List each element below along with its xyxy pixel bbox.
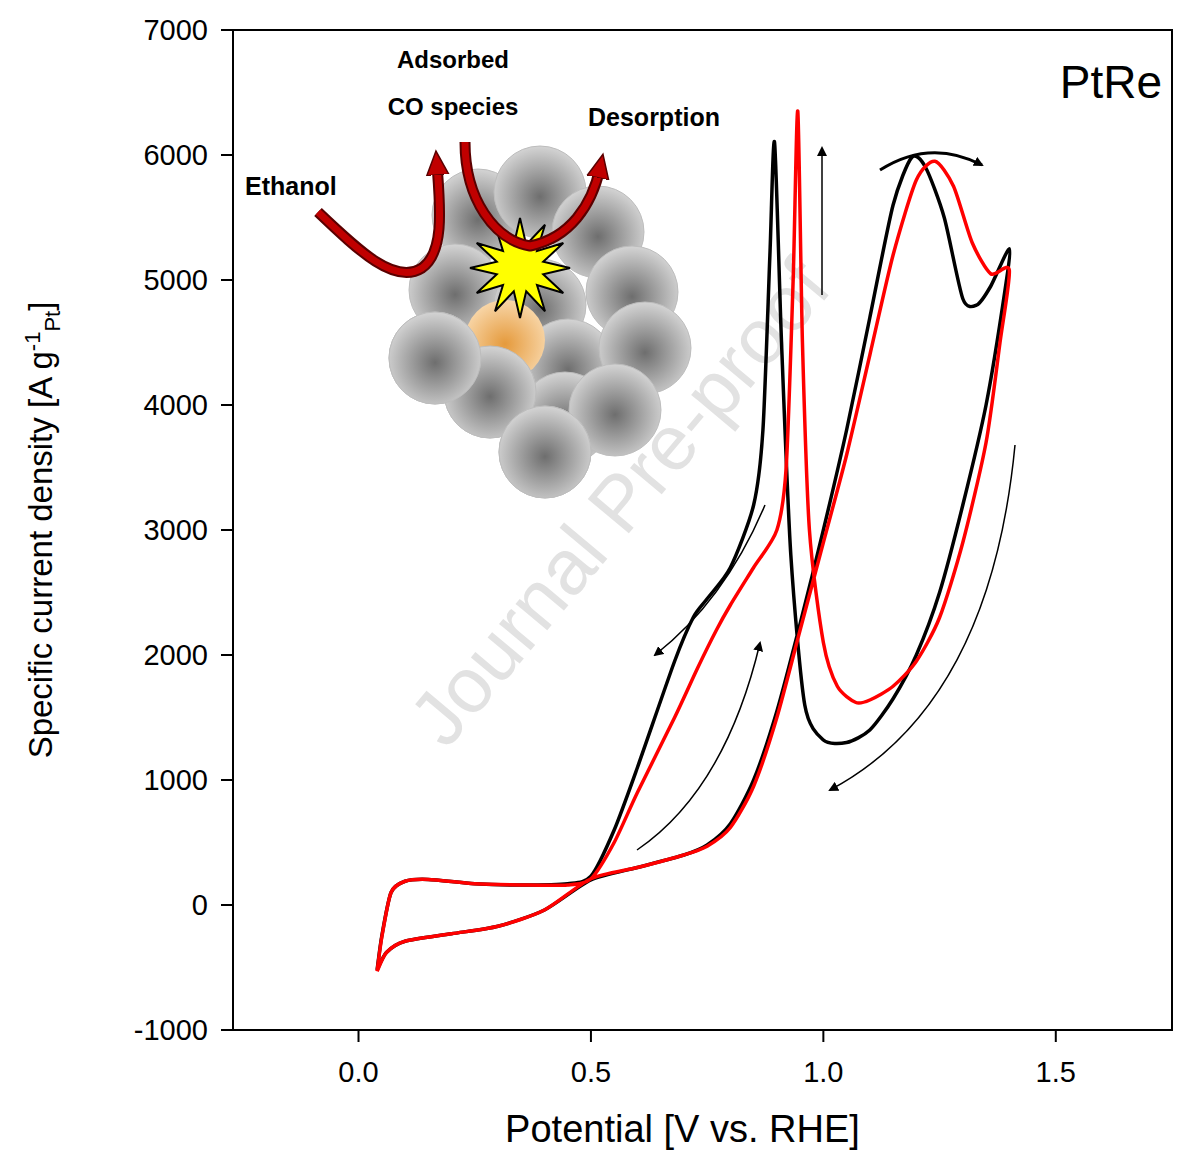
- y-tick: [221, 279, 233, 281]
- chart-title: PtRe: [1060, 56, 1162, 108]
- y-tick: [221, 154, 233, 156]
- y-tick: [221, 654, 233, 656]
- red-arrow: [465, 142, 600, 246]
- x-tick-label: 0.0: [338, 1056, 378, 1088]
- scan-arrow: [637, 643, 760, 850]
- x-tick-label: 1.0: [803, 1056, 843, 1088]
- y-axis-title-sup: -1: [20, 332, 45, 352]
- inset-diagram: Ethanol Adsorbed CO species Desorption: [245, 46, 720, 498]
- y-tick-label: 2000: [143, 639, 208, 671]
- y-tick: [221, 404, 233, 406]
- atom: [389, 312, 481, 404]
- y-axis-title-end: ]: [22, 302, 59, 311]
- y-tick-label: 5000: [143, 264, 208, 296]
- y-tick: [221, 779, 233, 781]
- inset-label: Desorption: [588, 103, 720, 131]
- y-tick-label: 1000: [143, 764, 208, 796]
- y-tick: [221, 1029, 233, 1031]
- atom: [389, 312, 481, 404]
- chart: Journal Pre-proof-1000010002000300040005…: [0, 0, 1178, 1153]
- inset-label: Ethanol: [245, 172, 337, 200]
- curves: [377, 111, 1010, 971]
- y-tick-label: 7000: [143, 14, 208, 46]
- x-tick: [822, 1030, 824, 1042]
- atom: [499, 406, 591, 498]
- inset-label: Adsorbed: [397, 46, 509, 73]
- y-axis-title-text: Specific current density [A g: [22, 351, 59, 758]
- scan-arrow: [655, 505, 765, 655]
- scan-arrows: [637, 148, 1015, 850]
- y-tick: [221, 904, 233, 906]
- y-tick-label: 6000: [143, 139, 208, 171]
- cv-curve: [377, 111, 1009, 971]
- inset-label: CO species: [388, 93, 519, 120]
- x-tick-label: 1.5: [1036, 1056, 1076, 1088]
- x-tick: [1055, 1030, 1057, 1042]
- x-axis-title: Potential [V vs. RHE]: [505, 1108, 860, 1150]
- red-arrow-outline: [465, 142, 600, 246]
- y-axis-title: Specific current density [A g-1Pt]: [20, 302, 65, 759]
- y-tick: [221, 29, 233, 31]
- scan-arrow: [830, 445, 1015, 790]
- cv-curve: [377, 142, 1010, 970]
- y-tick: [221, 529, 233, 531]
- y-tick-label: 3000: [143, 514, 208, 546]
- x-tick: [590, 1030, 592, 1042]
- scan-arrow: [880, 153, 982, 170]
- x-tick-label: 0.5: [571, 1056, 611, 1088]
- y-tick-label: 4000: [143, 389, 208, 421]
- y-tick-label: 0: [192, 889, 208, 921]
- atom: [499, 406, 591, 498]
- scan-arrow: [821, 148, 823, 295]
- x-tick: [358, 1030, 360, 1042]
- plot-frame: [233, 30, 1172, 1030]
- y-tick-label: -1000: [134, 1014, 208, 1046]
- y-axis-title-sub: Pt: [40, 311, 65, 332]
